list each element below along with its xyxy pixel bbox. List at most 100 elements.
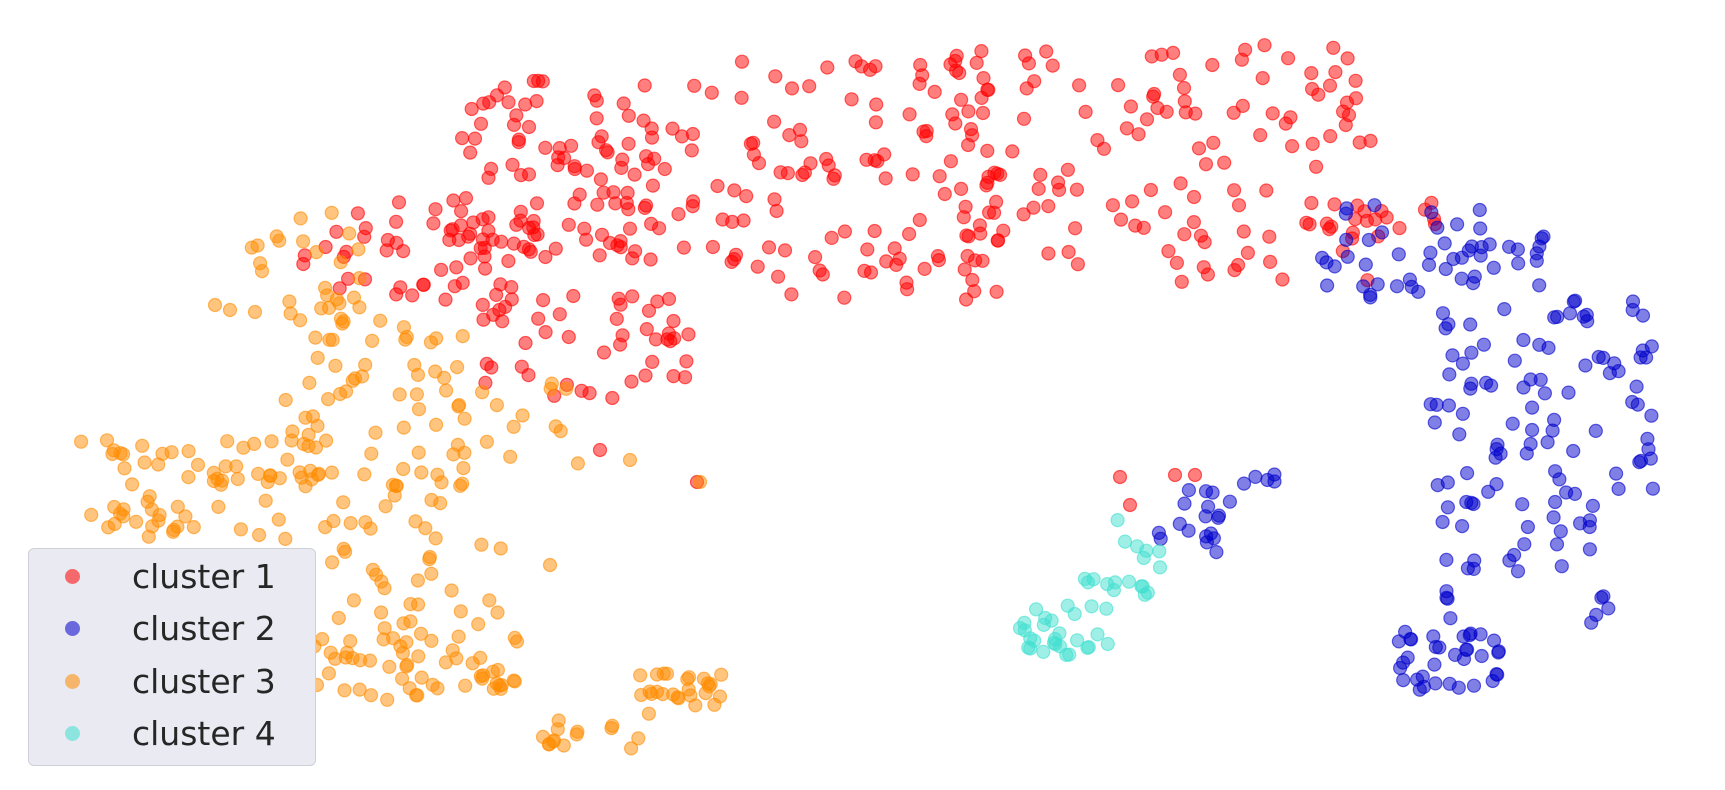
point-cluster-2-118 [1455,406,1471,421]
point-cluster-3-163 [434,475,449,490]
point-cluster-1-247 [860,242,875,257]
point-cluster-3-16 [332,296,347,311]
point-cluster-3-66 [152,507,167,523]
point-cluster-4-43 [1152,544,1167,559]
point-cluster-3-179 [411,597,426,612]
point-cluster-1-50 [590,197,605,212]
point-cluster-3-141 [411,402,427,417]
point-cluster-1-169 [681,327,696,342]
point-cluster-3-21 [309,245,324,260]
point-cluster-2-227 [1267,467,1282,482]
point-cluster-3-261 [490,662,505,678]
point-cluster-1-429 [1191,141,1207,156]
point-cluster-1-361 [1176,80,1192,96]
point-cluster-2-127 [1562,306,1578,321]
point-cluster-3-318 [222,302,238,318]
point-cluster-1-427 [1237,42,1253,57]
point-cluster-2-225 [1236,476,1252,491]
point-cluster-3-313 [503,449,518,464]
point-cluster-1-299 [887,241,902,256]
point-cluster-1-134 [467,131,483,146]
point-cluster-1-301 [792,122,808,137]
point-cluster-1-182 [531,311,546,326]
legend-label-cluster-2: cluster 2 [132,608,276,648]
point-cluster-1-442 [1021,56,1037,71]
point-cluster-3-303 [655,686,670,702]
legend-marker-cluster-4 [65,725,80,741]
point-cluster-2-20 [1437,236,1452,251]
point-cluster-1-459 [1392,221,1407,236]
point-cluster-1-155 [464,101,479,117]
point-cluster-1-198 [661,291,677,307]
point-cluster-1-327 [1096,141,1112,156]
point-cluster-2-119 [1545,423,1560,438]
point-cluster-2-136 [1515,497,1530,512]
point-cluster-3-1 [333,255,348,270]
legend: cluster 1 cluster 2 cluster 3 cluster 4 [28,548,316,766]
point-cluster-1-106 [463,145,478,160]
point-cluster-2-48 [1370,277,1385,292]
point-cluster-1-27 [380,232,395,248]
point-cluster-3-87 [141,529,156,544]
point-cluster-3-106 [414,465,429,480]
point-cluster-3-107 [339,384,354,399]
point-cluster-1-278 [919,123,934,139]
point-cluster-3-14 [272,233,287,248]
point-cluster-1-320 [1033,167,1048,182]
point-cluster-1-212 [727,183,742,198]
point-cluster-1-103 [676,240,692,255]
point-cluster-3-99 [392,387,407,402]
point-cluster-3-321 [622,452,638,468]
point-cluster-1-256 [705,239,721,255]
point-cluster-1-388 [1172,67,1188,82]
point-cluster-1-431 [1071,78,1087,93]
point-cluster-3-34 [73,434,89,449]
point-cluster-1-180 [596,345,612,360]
point-cluster-1-89 [592,248,607,263]
point-cluster-1-438 [992,167,1008,182]
point-cluster-4-4 [1099,601,1114,616]
point-cluster-1-118 [671,207,686,222]
point-cluster-3-296 [700,676,716,691]
point-cluster-1-156 [657,161,672,177]
point-cluster-1-419 [1139,112,1155,127]
point-cluster-1-68 [615,152,630,167]
point-cluster-3-65 [181,470,196,485]
point-cluster-4-12 [1069,633,1085,648]
point-cluster-3-253 [507,630,522,646]
point-cluster-3-23 [352,300,367,315]
point-cluster-1-58 [622,221,638,236]
point-cluster-1-253 [784,287,799,302]
point-cluster-1-192 [518,335,533,351]
point-cluster-1-189 [475,297,490,312]
point-cluster-1-254 [863,265,879,280]
point-cluster-1-273 [750,259,765,274]
point-cluster-1-331 [1177,227,1192,242]
point-cluster-1-417 [1311,87,1326,102]
point-cluster-1-221 [867,223,882,239]
point-cluster-3-149 [325,332,340,347]
point-cluster-2-166 [1467,553,1482,568]
point-cluster-3-173 [455,476,470,491]
point-cluster-2-11 [1472,202,1487,218]
point-cluster-2-157 [1466,496,1481,512]
point-cluster-3-227 [337,683,352,698]
point-cluster-3-74 [101,520,116,535]
point-cluster-3-230 [352,682,367,697]
point-cluster-3-177 [418,521,433,536]
point-cluster-2-211 [1181,483,1197,498]
point-cluster-3-3 [342,226,357,241]
point-cluster-1-250 [868,59,883,74]
point-cluster-1-303 [901,226,917,242]
point-cluster-3-139 [396,461,411,477]
point-cluster-1-300 [956,210,971,225]
point-cluster-4-27 [1012,620,1028,636]
point-cluster-1-179 [504,292,519,307]
point-cluster-1-304 [746,135,761,150]
point-cluster-3-4 [352,271,367,286]
point-cluster-1-196 [561,329,576,345]
point-cluster-2-104 [1519,446,1534,461]
point-cluster-1-121 [627,244,643,259]
point-cluster-3-180 [365,562,380,577]
